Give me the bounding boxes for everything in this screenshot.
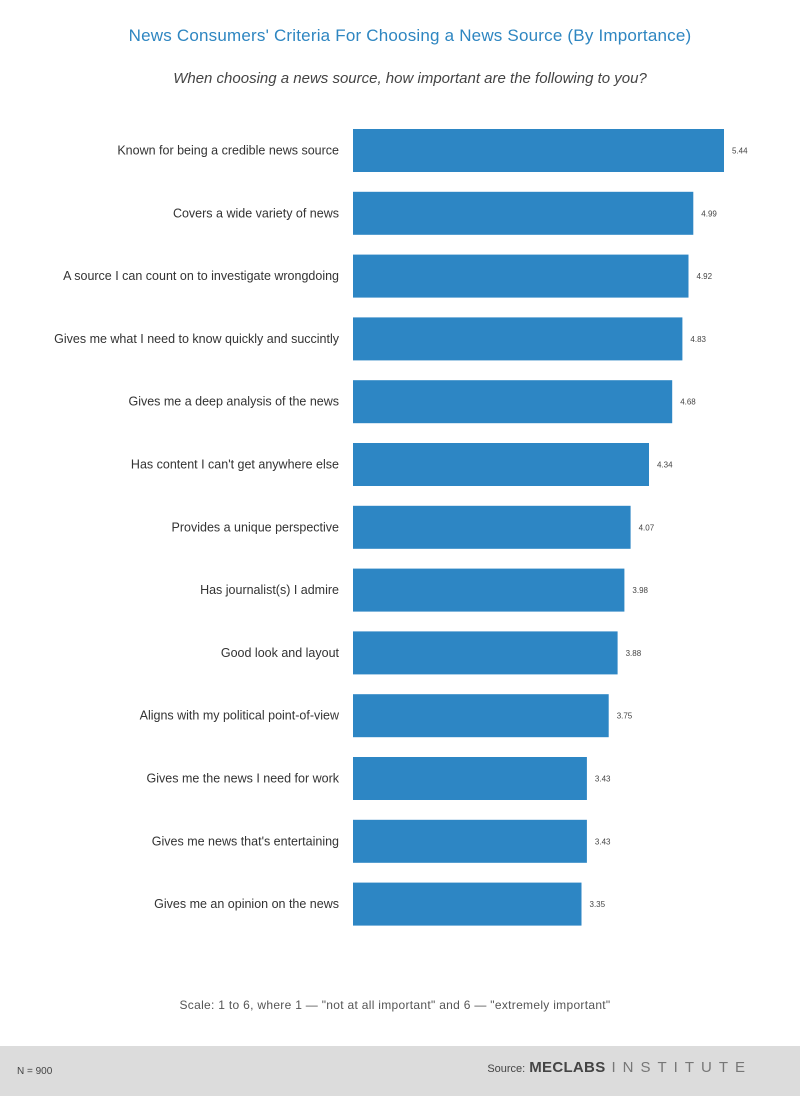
category-label: Covers a wide variety of news [173, 206, 339, 220]
category-label: Known for being a credible news source [117, 144, 339, 158]
category-label: Has journalist(s) I admire [200, 583, 339, 597]
category-label: A source I can count on to investigate w… [63, 269, 339, 283]
source-credit: Source: MECLABS INSTITUTE [487, 1059, 752, 1077]
bar-8 [353, 631, 618, 675]
brand-name-light: INSTITUTE [611, 1059, 752, 1076]
value-label: 4.92 [697, 272, 713, 281]
category-label: Gives me an opinion on the news [154, 897, 339, 911]
bar-9 [353, 694, 609, 738]
value-label: 3.43 [595, 775, 611, 784]
footer-bar: N = 900 Source: MECLABS INSTITUTE [0, 1046, 800, 1096]
category-label: Provides a unique perspective [172, 520, 340, 534]
value-label: 5.44 [732, 147, 748, 156]
bar-0 [353, 129, 724, 172]
value-label: 3.98 [632, 586, 648, 595]
category-label: Gives me the news I need for work [147, 772, 340, 786]
bar-chart: Known for being a credible news source 5.… [54, 129, 748, 926]
bar-11 [353, 819, 587, 863]
category-label: Gives me news that's entertaining [152, 834, 339, 848]
chart-title: News Consumers' Criteria For Choosing a … [128, 26, 692, 45]
bar-12 [353, 882, 582, 926]
bar-6 [353, 505, 631, 549]
bar-2 [353, 254, 689, 298]
value-label: 3.75 [617, 712, 633, 721]
value-label: 4.07 [639, 523, 655, 532]
value-label: 4.34 [657, 461, 673, 470]
category-label: Has content I can't get anywhere else [131, 458, 339, 472]
bar-3 [353, 317, 683, 361]
brand-name-strong: MECLABS [529, 1059, 606, 1076]
value-label: 4.99 [701, 209, 717, 218]
bar-10 [353, 757, 587, 800]
sample-size: N = 900 [17, 1066, 53, 1077]
category-label: Good look and layout [221, 646, 340, 660]
bar-1 [353, 191, 694, 235]
bar-4 [353, 380, 673, 424]
category-label: Gives me what I need to know quickly and… [54, 332, 340, 346]
chart-subtitle: When choosing a news source, how importa… [173, 70, 647, 87]
value-label: 3.88 [626, 649, 642, 658]
value-label: 4.68 [680, 398, 696, 407]
value-label: 3.35 [590, 900, 606, 909]
bar-7 [353, 568, 625, 612]
value-label: 4.83 [690, 335, 706, 344]
source-label: Source: [487, 1063, 526, 1075]
scale-note: Scale: 1 to 6, where 1 — "not at all imp… [179, 998, 611, 1012]
category-label: Aligns with my political point-of-view [140, 709, 340, 723]
value-label: 3.43 [595, 837, 611, 846]
bar-5 [353, 443, 649, 486]
category-label: Gives me a deep analysis of the news [128, 395, 339, 409]
